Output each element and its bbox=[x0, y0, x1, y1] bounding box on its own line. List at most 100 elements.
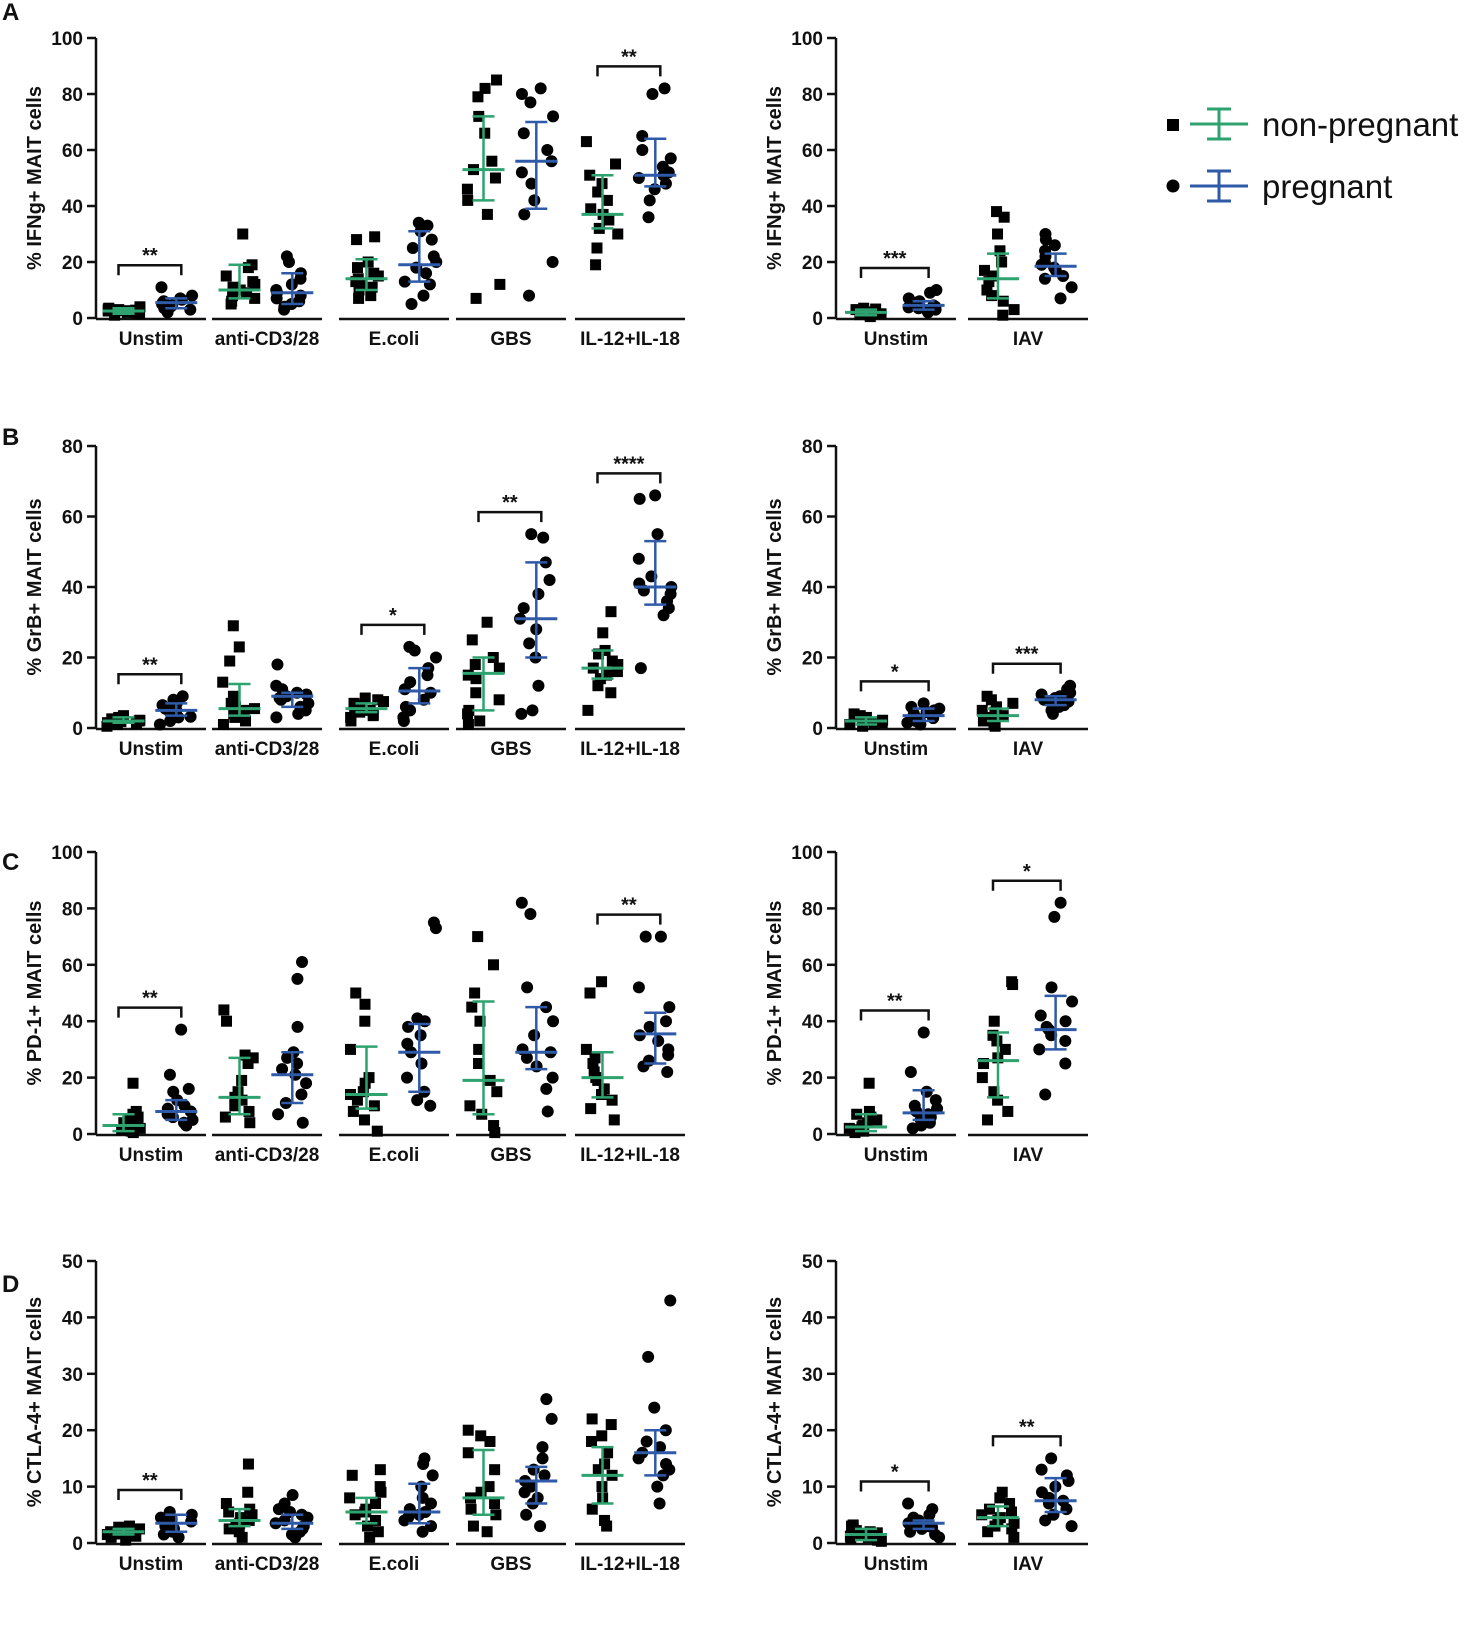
data-point-non-pregnant bbox=[242, 1486, 254, 1498]
data-point-pregnant bbox=[1033, 1043, 1046, 1056]
data-point-non-pregnant bbox=[346, 1469, 358, 1481]
y-axis-label: % IFNg+ MAIT cells bbox=[764, 86, 786, 270]
data-point-non-pregnant bbox=[217, 676, 229, 688]
data-point-pregnant bbox=[515, 707, 528, 720]
data-point-non-pregnant bbox=[356, 278, 368, 290]
data-point-non-pregnant bbox=[585, 1103, 597, 1115]
x-tick-label-iav: IAV bbox=[1013, 329, 1044, 350]
data-point-non-pregnant bbox=[608, 1114, 620, 1126]
significance-bracket bbox=[991, 1435, 1062, 1447]
data-point-non-pregnant bbox=[368, 1100, 380, 1112]
data-point-non-pregnant bbox=[359, 1015, 371, 1027]
data-point-non-pregnant bbox=[872, 1534, 884, 1546]
data-point-non-pregnant bbox=[470, 687, 482, 699]
data-point-non-pregnant bbox=[220, 1498, 232, 1510]
data-point-non-pregnant bbox=[242, 1058, 254, 1069]
data-point-non-pregnant bbox=[474, 1015, 486, 1027]
y-axis-label: % PD-1+ MAIT cells bbox=[764, 900, 786, 1085]
data-point-pregnant bbox=[1039, 228, 1052, 240]
data-point-non-pregnant bbox=[474, 715, 486, 727]
y-axis-label: % CTLA-4+ MAIT cells bbox=[764, 1297, 786, 1508]
data-point-pregnant bbox=[658, 82, 671, 95]
data-point-pregnant bbox=[933, 702, 946, 715]
data-point-pregnant bbox=[515, 88, 528, 100]
data-point-pregnant bbox=[648, 1401, 661, 1414]
data-point-non-pregnant bbox=[462, 669, 474, 681]
data-point-pregnant bbox=[276, 1063, 289, 1076]
y-tick-label: 100 bbox=[51, 29, 83, 50]
x-tick-label-anti-cd3-28: anti-CD3/28 bbox=[215, 329, 320, 350]
significance-bracket bbox=[596, 472, 662, 484]
y-tick-label: 80 bbox=[802, 437, 823, 458]
significance-label: *** bbox=[1015, 644, 1039, 666]
data-point-non-pregnant bbox=[236, 1094, 248, 1106]
data-point-pregnant bbox=[296, 1116, 309, 1129]
data-point-pregnant bbox=[1060, 1469, 1073, 1482]
data-point-non-pregnant bbox=[228, 708, 240, 720]
data-point-non-pregnant bbox=[221, 1015, 233, 1027]
x-tick-label-unstim: Unstim bbox=[119, 739, 183, 760]
x-tick-label-unstim: Unstim bbox=[119, 1554, 183, 1575]
y-tick-label: 0 bbox=[812, 1125, 823, 1146]
x-tick-label-iav: IAV bbox=[1013, 1554, 1044, 1575]
data-point-non-pregnant bbox=[998, 211, 1010, 223]
panel-letter-a: A bbox=[2, 0, 19, 26]
data-point-non-pregnant bbox=[375, 1486, 387, 1498]
x-tick-label-unstim: Unstim bbox=[119, 329, 183, 350]
data-point-non-pregnant bbox=[345, 711, 357, 723]
data-point-non-pregnant bbox=[986, 290, 998, 302]
data-point-pregnant bbox=[634, 662, 647, 675]
data-point-non-pregnant bbox=[854, 710, 866, 722]
data-point-non-pregnant bbox=[481, 208, 493, 220]
data-point-non-pregnant bbox=[218, 1004, 230, 1016]
y-axis-label: % GrB+ MAIT cells bbox=[24, 498, 46, 675]
data-point-non-pregnant bbox=[582, 704, 594, 716]
data-point-non-pregnant bbox=[605, 1419, 617, 1431]
data-point-pregnant bbox=[528, 1029, 541, 1042]
data-point-non-pregnant bbox=[225, 697, 237, 709]
data-point-non-pregnant bbox=[586, 1503, 598, 1515]
data-point-pregnant bbox=[1034, 1009, 1047, 1022]
data-point-non-pregnant bbox=[370, 1498, 382, 1510]
data-point-pregnant bbox=[1048, 910, 1061, 923]
data-point-pregnant bbox=[642, 1054, 655, 1067]
y-tick-label: 0 bbox=[812, 309, 823, 330]
data-point-non-pregnant bbox=[605, 606, 617, 618]
data-point-pregnant bbox=[521, 981, 534, 994]
data-point-non-pregnant bbox=[489, 172, 501, 184]
data-point-pregnant bbox=[405, 298, 418, 310]
y-tick-label: 30 bbox=[802, 1365, 823, 1386]
data-point-pregnant bbox=[411, 1094, 424, 1107]
significance-label: * bbox=[891, 1462, 899, 1484]
data-point-pregnant bbox=[927, 712, 940, 725]
data-point-non-pregnant bbox=[227, 281, 239, 293]
data-point-non-pregnant bbox=[247, 1052, 259, 1064]
y-tick-label: 50 bbox=[62, 1252, 83, 1273]
data-point-pregnant bbox=[517, 127, 530, 140]
data-point-non-pregnant bbox=[862, 1117, 874, 1129]
data-point-non-pregnant bbox=[223, 1523, 235, 1535]
data-point-pregnant bbox=[1047, 1508, 1060, 1521]
data-point-non-pregnant bbox=[227, 620, 239, 632]
data-point-non-pregnant bbox=[850, 1525, 862, 1537]
chart-a-left: 0 20 40 60 80 100 % IFNg+ MAIT cells Unstim ** an… bbox=[24, 29, 685, 350]
data-point-non-pregnant bbox=[847, 1519, 859, 1531]
data-point-pregnant bbox=[926, 1503, 939, 1516]
y-tick-label: 60 bbox=[62, 956, 83, 977]
data-point-non-pregnant bbox=[368, 267, 380, 279]
data-point-pregnant bbox=[518, 208, 531, 221]
data-point-non-pregnant bbox=[127, 1077, 139, 1089]
data-point-non-pregnant bbox=[240, 715, 252, 727]
data-point-pregnant bbox=[184, 303, 197, 316]
significance-label: ** bbox=[142, 988, 158, 1010]
data-point-non-pregnant bbox=[997, 309, 1009, 321]
data-point-pregnant bbox=[538, 1469, 551, 1482]
data-point-non-pregnant bbox=[475, 1430, 487, 1442]
data-point-non-pregnant bbox=[223, 1506, 235, 1518]
data-point-non-pregnant bbox=[990, 701, 1002, 713]
data-point-non-pregnant bbox=[606, 655, 618, 667]
data-point-non-pregnant bbox=[592, 680, 604, 692]
significance-bracket bbox=[596, 913, 662, 925]
legend-errorbar-pregnant bbox=[1190, 169, 1248, 203]
data-point-pregnant bbox=[541, 144, 554, 156]
